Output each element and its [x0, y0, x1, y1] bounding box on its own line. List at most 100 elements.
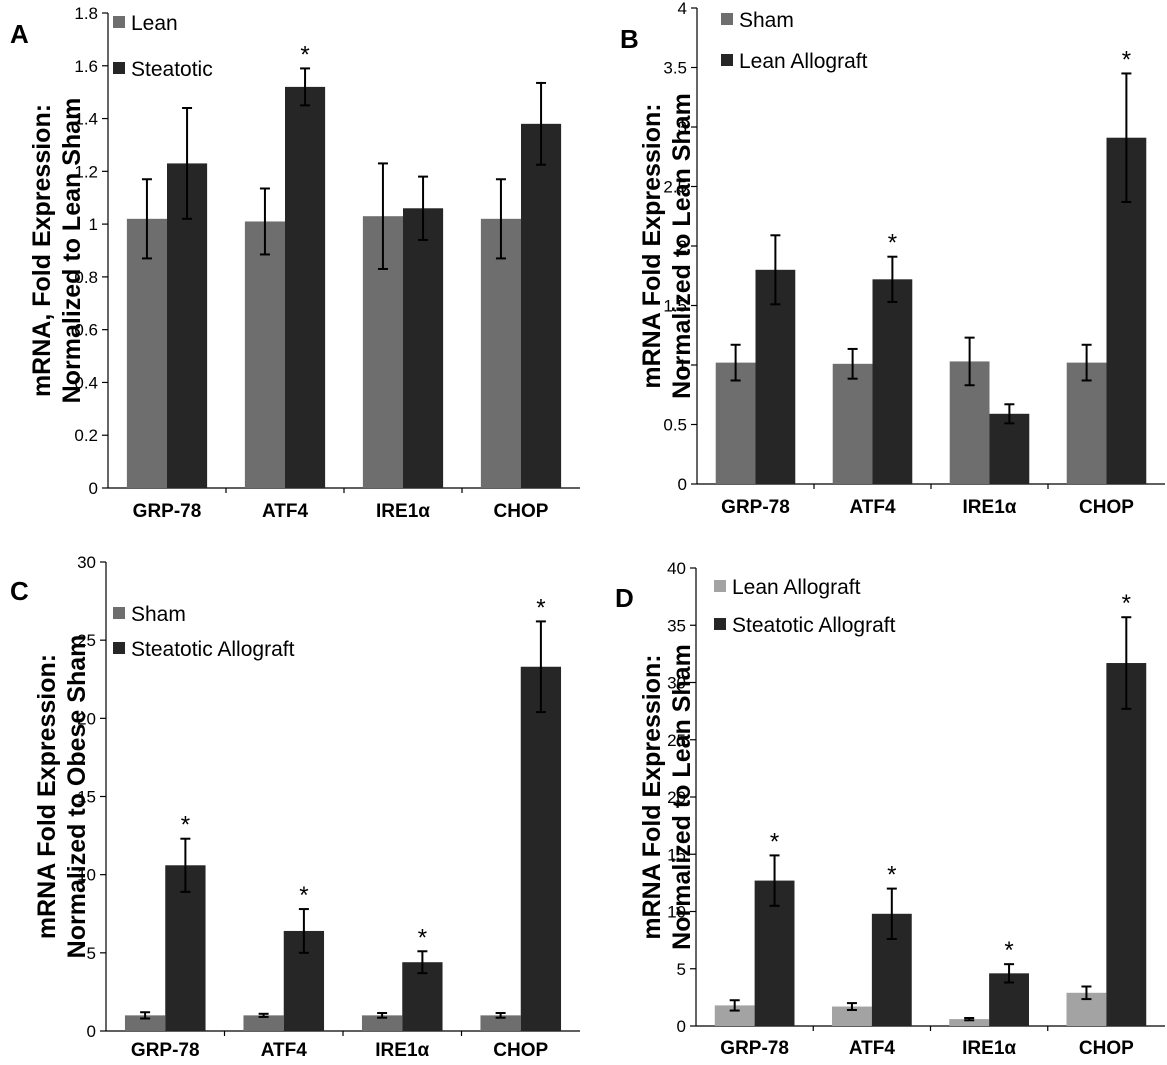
panel-b-ytick-label: 1.5 [663, 297, 687, 316]
panel-a-ytick-label: 1.8 [74, 4, 98, 23]
panel-a-ylabel-line-1: mRNA, Fold Expression: [28, 104, 56, 397]
panel-b-ytick-label: 2.5 [663, 178, 687, 197]
panel-c-category-label: ATF4 [261, 1040, 308, 1061]
panel-a-category-label: ATF4 [262, 501, 309, 522]
panel-a-ytick-label: 0.4 [74, 373, 98, 392]
panel-b-letter: B [620, 24, 639, 54]
panel-d-category-label: CHOP [1079, 1038, 1134, 1059]
panel-a-ytick-label: 1.4 [74, 110, 98, 129]
panel-b-bar-series1 [1066, 362, 1107, 484]
panel-c-ylabel-line-1: mRNA Fold Expression: [33, 654, 61, 939]
panel-a-category-label: IRE1α [376, 501, 430, 522]
panel-b-legend-swatch-2 [721, 54, 733, 66]
panel-b-bar-series2 [989, 413, 1030, 484]
panel-d-ytick-label: 0 [677, 1017, 686, 1036]
panel-b-significance-star: * [1122, 46, 1131, 73]
panel-a-category-label: CHOP [494, 501, 549, 522]
panel-d-bar-series2 [1106, 663, 1147, 1026]
panel-b-category-label: CHOP [1079, 497, 1134, 518]
panel-d-letter: D [615, 583, 634, 613]
panel-c-ytick-label: 5 [87, 944, 96, 963]
panel-d-category-label: IRE1α [962, 1038, 1016, 1059]
panel-a-ytick-label: 1.2 [74, 162, 98, 181]
panel-b-ytick-label: 0 [678, 475, 687, 494]
panel-d-category-label: GRP-78 [720, 1038, 789, 1059]
panel-a-ylabel-line-2: Normalized to Lean Sham [58, 98, 86, 404]
panel-c-bar-series2 [165, 865, 206, 1031]
panel-b-legend-label-1: Sham [739, 9, 794, 32]
panel-c-legend-label-2: Steatotic Allograft [131, 638, 295, 661]
panel-a-legend-label-1: Lean [131, 12, 178, 35]
panel-d-ytick-label: 40 [667, 559, 686, 578]
panel-b-legend-label-2: Lean Allograft [739, 50, 868, 73]
panel-a-bar-series2 [521, 123, 562, 488]
panel-c-bar-series2 [520, 666, 562, 1031]
panel-d-ytick-label: 20 [667, 788, 686, 807]
panel-d-legend-label-1: Lean Allograft [732, 576, 861, 599]
panel-a-bar-series2 [285, 86, 326, 488]
panel-d-ytick-label: 5 [677, 960, 686, 979]
panel-b-category-label: IRE1α [963, 497, 1017, 518]
panel-b-bar-series2 [755, 269, 796, 484]
panel-c-bar-series1 [361, 1015, 403, 1031]
panel-a-bar-series1 [126, 218, 167, 489]
panel-b-bar-series1 [715, 362, 756, 484]
panel-c-category-label: GRP-78 [131, 1040, 200, 1061]
panel-b-ytick-label: 1 [678, 356, 687, 375]
panel-b-ylabel-line-1: mRNA Fold Expression: [638, 103, 666, 388]
panel-c-legend-label-1: Sham [131, 603, 186, 626]
panel-b-bar-series1 [832, 363, 873, 484]
panel-c-bar-series1 [480, 1015, 521, 1031]
panel-c-legend-swatch-2 [113, 642, 125, 654]
panel-c-bar-series1 [243, 1015, 284, 1031]
panel-d-bar-series1 [714, 1005, 755, 1026]
panel-d-ylabel-line-1: mRNA Fold Expression: [638, 654, 666, 939]
panel-c-ylabel-line-2: Normalized to Obese Sham [63, 635, 91, 959]
panel-a-bar-series1 [244, 221, 285, 488]
panel-a-ytick-label: 0.6 [74, 321, 98, 340]
panel-a-ytick-label: 1 [89, 215, 98, 234]
panel-b-legend-swatch-1 [721, 13, 733, 25]
panel-c-legend-swatch-1 [113, 607, 125, 619]
panel-d-bar-series1 [949, 1019, 990, 1026]
panel-a-significance-star: * [300, 41, 309, 68]
panel-d-legend-label-2: Steatotic Allograft [732, 614, 896, 637]
panel-d-significance-star: * [1122, 590, 1131, 617]
panel-d-ytick-label: 30 [667, 674, 686, 693]
panel-d-ytick-label: 35 [667, 616, 686, 635]
panel-b-significance-star: * [888, 230, 897, 257]
panel-d-ytick-label: 15 [667, 845, 686, 864]
panel-d-ytick-label: 25 [667, 731, 686, 750]
panel-c-significance-star: * [418, 924, 427, 951]
panel-b-category-label: ATF4 [849, 497, 896, 518]
panel-a-legend-swatch-1 [113, 16, 125, 28]
panel-b-category-label: GRP-78 [721, 497, 790, 518]
panel-b-ytick-label: 3 [678, 118, 687, 137]
panel-c-ytick-label: 15 [77, 788, 96, 807]
panel-c-ytick-label: 20 [77, 709, 96, 728]
panel-d-ytick-label: 10 [667, 903, 686, 922]
panel-c-category-label: IRE1α [375, 1040, 429, 1061]
panel-b-ytick-label: 0.5 [663, 416, 687, 435]
panel-c-significance-star: * [299, 882, 308, 909]
panel-a-ytick-label: 0.8 [74, 268, 98, 287]
panel-b-bar-series2 [872, 279, 913, 484]
panel-a-ytick-label: 0 [89, 479, 98, 498]
panel-c-category-label: CHOP [493, 1040, 548, 1061]
panel-a-legend-label-2: Steatotic [131, 58, 213, 81]
panel-b-ytick-label: 4 [678, 0, 687, 18]
panel-a-bar-series1 [480, 218, 521, 489]
panel-a-bar-series2 [403, 208, 444, 488]
panel-c-ytick-label: 0 [87, 1022, 96, 1041]
panel-d-legend-swatch-2 [714, 618, 726, 630]
panel-b-ytick-label: 2 [678, 237, 687, 256]
panel-d-legend-swatch-1 [714, 580, 726, 592]
panel-a-ytick-label: 1.6 [74, 57, 98, 76]
panel-c-ytick-label: 10 [77, 866, 96, 885]
panel-c-ytick-label: 25 [77, 631, 96, 650]
